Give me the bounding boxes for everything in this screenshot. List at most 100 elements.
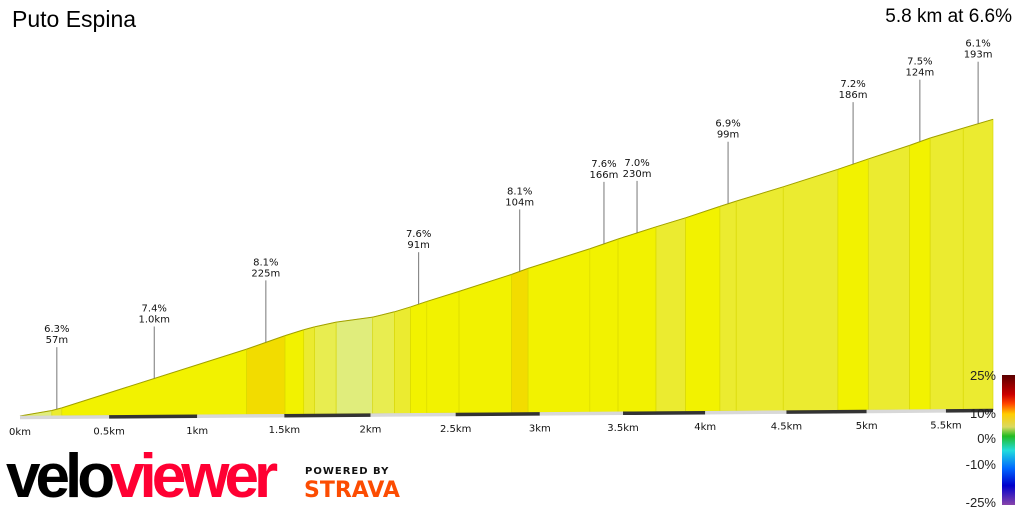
distance-scale-bar xyxy=(109,414,198,419)
profile-segment xyxy=(458,274,512,414)
distance-scale-bar xyxy=(786,409,867,414)
profile-outline xyxy=(394,306,411,313)
profile-segment xyxy=(685,205,721,412)
segment-grade-label: 7.2% xyxy=(840,79,865,90)
profile-outline xyxy=(19,410,52,417)
x-tick-label: 1.5km xyxy=(269,425,300,436)
segment-length-label: 91m xyxy=(407,240,429,251)
segment-length-label: 57m xyxy=(46,335,68,346)
segment-grade-label: 7.6% xyxy=(591,159,616,170)
profile-outline xyxy=(372,311,395,318)
profile-segment xyxy=(837,158,869,411)
segment-grade-label: 8.1% xyxy=(507,186,532,197)
distance-scale-bar xyxy=(19,415,110,420)
distance-scale-bar xyxy=(623,410,706,416)
legend-label: 25% xyxy=(970,368,996,383)
segment-length-label: 99m xyxy=(717,130,739,141)
segment-grade-label: 7.5% xyxy=(907,57,932,68)
segment-length-label: 166m xyxy=(590,170,619,181)
veloviewer-logo: veloviewer xyxy=(6,442,278,511)
x-tick-label: 4.5km xyxy=(771,422,802,433)
strava-logo: STRAVA xyxy=(304,478,400,503)
gradient-colorbar xyxy=(1002,375,1015,505)
profile-segment xyxy=(909,137,931,410)
profile-segment xyxy=(394,306,411,414)
profile-segment xyxy=(962,118,994,410)
x-tick-label: 5.5km xyxy=(930,420,961,431)
x-tick-label: 4km xyxy=(694,422,716,433)
profile-outline xyxy=(410,300,427,308)
profile-outline xyxy=(336,316,373,323)
profile-segment xyxy=(303,326,315,415)
profile-segment xyxy=(527,248,591,413)
profile-segment xyxy=(426,290,460,414)
profile-segment xyxy=(719,200,737,412)
gradient-legend: 25% 10% 0% -10% -25% xyxy=(966,368,1015,510)
legend-label: -25% xyxy=(966,495,997,510)
segment-grade-label: 6.9% xyxy=(715,119,740,130)
profile-segment xyxy=(929,127,964,410)
profile-outline xyxy=(837,158,869,170)
profile-segment xyxy=(335,316,374,415)
legend-label: 10% xyxy=(970,406,996,421)
profile-segment xyxy=(410,301,428,414)
climb-summary: 5.8 km at 6.6% xyxy=(885,6,1012,27)
distance-scale-bar xyxy=(284,413,371,418)
segment-grade-label: 8.1% xyxy=(253,257,278,268)
distance-scale-bar xyxy=(197,413,285,419)
x-tick-label: 1km xyxy=(186,426,208,437)
profile-segment xyxy=(589,238,619,413)
distance-scale-bar xyxy=(370,412,456,417)
profile-segment xyxy=(655,217,686,412)
profile-segment xyxy=(314,321,337,415)
profile-outline xyxy=(314,321,337,328)
profile-outline xyxy=(909,137,931,146)
x-tick-label: 3km xyxy=(529,423,551,434)
legend-label: -10% xyxy=(966,457,997,472)
segment-length-label: 225m xyxy=(251,268,280,279)
x-tick-label: 2.5km xyxy=(440,424,471,435)
profile-outline xyxy=(868,144,910,160)
segment-grade-label: 7.4% xyxy=(142,303,167,314)
segment-length-label: 193m xyxy=(964,50,993,61)
profile-outline xyxy=(458,274,512,292)
distance-scale-bar xyxy=(705,410,787,415)
profile-segment xyxy=(782,168,839,411)
segment-length-label: 1.0km xyxy=(139,314,170,325)
profile-outline xyxy=(426,290,460,302)
segment-length-label: 186m xyxy=(839,90,868,101)
segment-grade-label: 7.0% xyxy=(624,158,649,169)
segment-length-label: 124m xyxy=(905,68,934,79)
profile-outline xyxy=(284,329,304,337)
profile-outline xyxy=(783,168,839,188)
legend-label: 0% xyxy=(977,431,996,446)
powered-by-label: POWERED BY xyxy=(305,466,390,477)
profile-outline xyxy=(736,186,784,202)
x-tick-label: 2km xyxy=(360,425,382,436)
profile-outline xyxy=(685,205,721,219)
distance-scale-bar xyxy=(455,412,540,417)
profile-segment xyxy=(372,311,395,414)
profile-segment xyxy=(735,186,784,412)
segment-length-label: 230m xyxy=(623,169,652,180)
profile-segment xyxy=(511,267,529,413)
profile-outline xyxy=(655,217,686,228)
profile-outline xyxy=(303,326,315,331)
profile-outline xyxy=(527,248,591,269)
segment-grade-label: 7.6% xyxy=(406,229,431,240)
distance-scale-bar xyxy=(866,409,946,414)
climb-title: Puto Espina xyxy=(12,6,137,32)
profile-segment xyxy=(284,329,305,415)
segment-length-label: 104m xyxy=(505,197,534,208)
segment-grade-label: 6.1% xyxy=(965,39,990,50)
segment-grade-label: 6.3% xyxy=(44,324,69,335)
x-tick-label: 0km xyxy=(9,427,31,438)
profile-segment xyxy=(617,226,657,413)
x-tick-label: 0.5km xyxy=(93,426,124,437)
profile-segment xyxy=(867,144,910,411)
profile-outline xyxy=(930,127,964,139)
x-tick-label: 3.5km xyxy=(607,423,638,434)
x-tick-label: 5km xyxy=(856,421,878,432)
distance-scale-bar xyxy=(539,411,624,416)
